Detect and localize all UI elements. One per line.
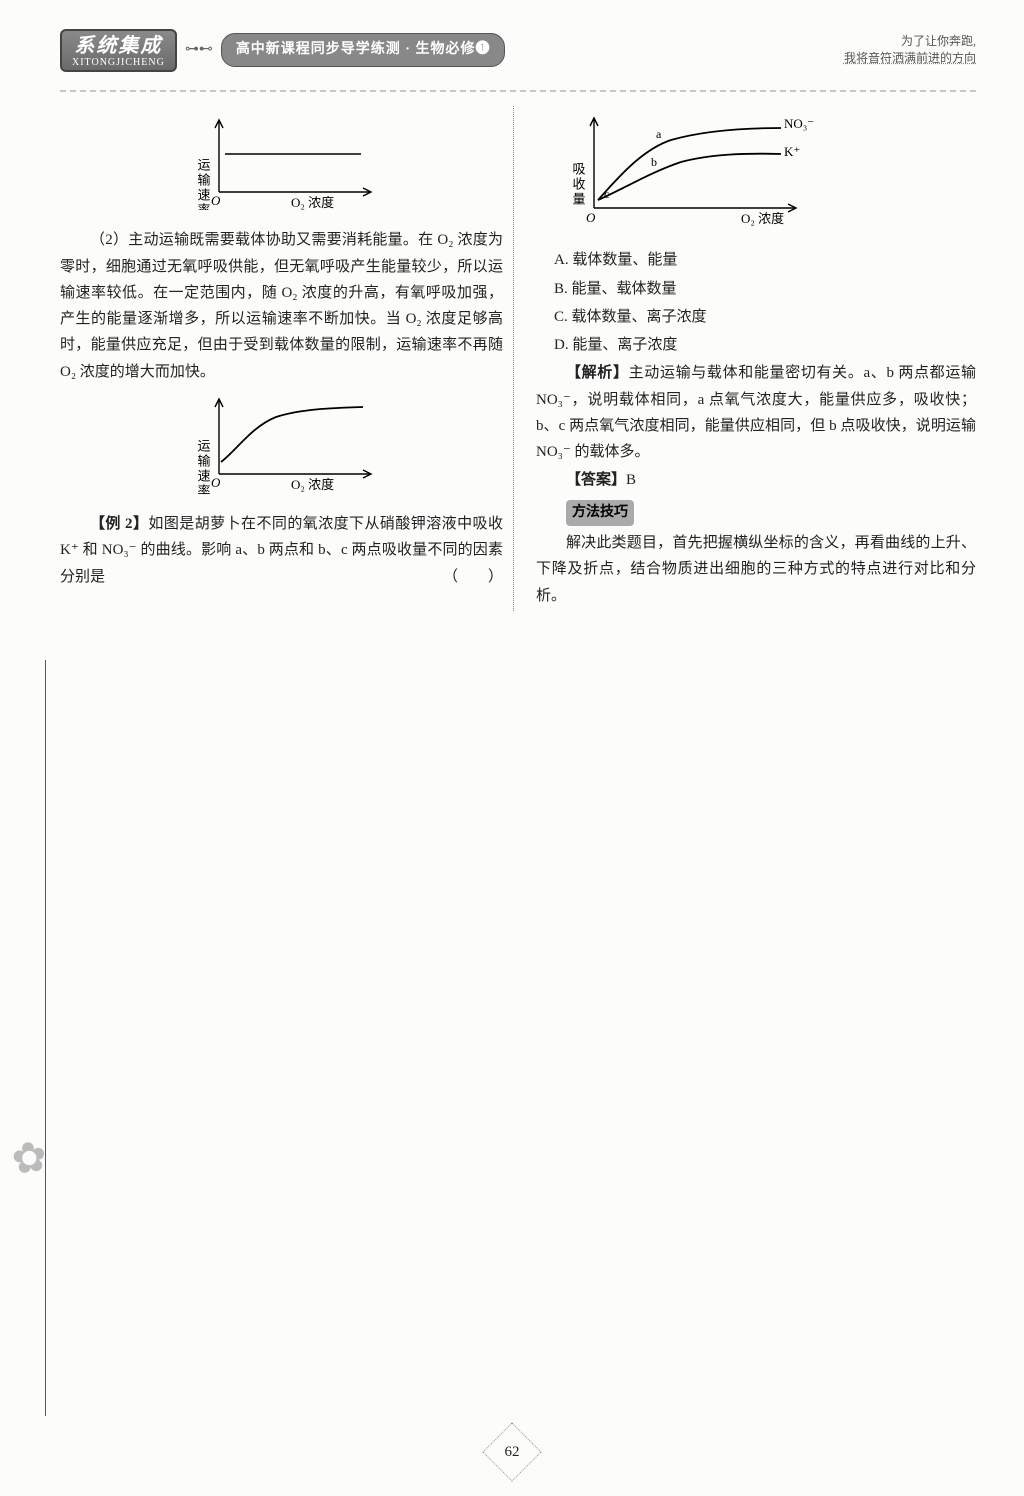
chart-2-svg: 运输速率 O O₂ 浓度 <box>181 389 381 494</box>
page-number: 62 <box>505 1439 520 1465</box>
chart3-xlabel: O₂ 浓度 <box>741 211 784 226</box>
left-paragraph-1: （2）主动运输既需要载体协助又需要消耗能量。在 O₂ 浓度为零时，细胞通过无氧呼… <box>60 227 503 385</box>
chart3-series-k: K⁺ <box>784 144 800 159</box>
chart3-origin: O <box>586 210 596 225</box>
option-b: B. 能量、载体数量 <box>554 276 976 302</box>
option-c-text: 载体数量、离子浓度 <box>572 309 707 325</box>
chart-1: 运输速率 O O₂ 浓度 <box>60 110 503 219</box>
content-columns: 运输速率 O O₂ 浓度 （2）主动运输既需要载体协助又需要消耗能量。在 O₂ … <box>60 106 976 611</box>
chart-3: a b c NO₃⁻ K⁺ 吸收量 O O₂ 浓度 <box>556 110 976 239</box>
logo-title: 系统集成 <box>72 35 165 57</box>
answer-label: 【答案】 <box>566 472 626 488</box>
chart-1-svg: 运输速率 O O₂ 浓度 <box>181 110 381 210</box>
answer-line: 【答案】B <box>536 467 976 493</box>
header-motto: 为了让你奔跑, 我将音符洒满前进的方向 <box>844 33 976 67</box>
option-c: C. 载体数量、离子浓度 <box>554 304 976 330</box>
answer-options: A. 载体数量、能量 B. 能量、载体数量 C. 载体数量、离子浓度 D. 能量… <box>536 247 976 358</box>
method-section: 方法技巧 <box>566 496 976 529</box>
chart3-point-b: b <box>651 155 657 169</box>
chart2-origin: O <box>211 475 221 490</box>
chart3-ylabel: 吸收量 <box>570 162 585 207</box>
chart1-xlabel: O₂ 浓度 <box>291 195 334 210</box>
column-right: a b c NO₃⁻ K⁺ 吸收量 O O₂ 浓度 A. 载体数量、能量 B. … <box>522 106 976 611</box>
logo-pinyin: XITONGJICHENG <box>72 57 165 68</box>
chart1-origin: O <box>211 193 221 208</box>
analysis-label: 【解析】 <box>566 365 629 381</box>
method-chip: 方法技巧 <box>566 500 634 527</box>
example-2-blank: （ ） <box>413 564 503 590</box>
page-root: 系统集成 XITONGJICHENG ⊶⊷ 高中新课程同步导学练测 · 生物必修… <box>0 0 1024 1496</box>
answer-value: B <box>626 472 636 488</box>
option-d: D. 能量、离子浓度 <box>554 332 976 358</box>
connector-icon: ⊶⊷ <box>185 38 213 63</box>
chart3-point-a: a <box>656 127 662 141</box>
example-2-label: 【例 2】 <box>90 516 148 532</box>
left-margin-rule <box>45 660 46 1416</box>
example-2: 【例 2】如图是胡萝卜在不同的氧浓度下从硝酸钾溶液中吸收 K⁺ 和 NO₃⁻ 的… <box>60 511 503 590</box>
chart1-ylabel: 运输速率 <box>196 158 211 210</box>
motto-line-2: 我将音符洒满前进的方向 <box>844 50 976 67</box>
method-text: 解决此类题目，首先把握横纵坐标的含义，再看曲线的上升、下降及折点，结合物质进出细… <box>536 530 976 609</box>
header-divider <box>60 90 976 92</box>
chart2-ylabel: 运输速率 <box>196 439 211 494</box>
chart-3-svg: a b c NO₃⁻ K⁺ 吸收量 O O₂ 浓度 <box>556 110 816 230</box>
option-d-text: 能量、离子浓度 <box>572 337 677 353</box>
option-a-text: 载体数量、能量 <box>572 252 677 268</box>
chart3-point-c: c <box>604 187 609 201</box>
chart3-series-no3: NO₃⁻ <box>784 116 814 131</box>
page-number-ornament: 62 <box>486 1426 538 1478</box>
page-header: 系统集成 XITONGJICHENG ⊶⊷ 高中新课程同步导学练测 · 生物必修… <box>60 28 976 72</box>
chart-2: 运输速率 O O₂ 浓度 <box>60 389 503 503</box>
motto-line-1: 为了让你奔跑, <box>844 33 976 50</box>
column-left: 运输速率 O O₂ 浓度 （2）主动运输既需要载体协助又需要消耗能量。在 O₂ … <box>60 106 514 611</box>
chart2-xlabel: O₂ 浓度 <box>291 477 334 492</box>
analysis-paragraph: 【解析】主动运输与载体和能量密切有关。a、b 两点都运输 NO₃⁻，说明载体相同… <box>536 360 976 465</box>
book-subtitle: 高中新课程同步导学练测 · 生物必修❶ <box>221 33 506 68</box>
logo-badge: 系统集成 XITONGJICHENG <box>60 29 177 72</box>
option-b-text: 能量、载体数量 <box>572 281 677 297</box>
option-a: A. 载体数量、能量 <box>554 247 976 273</box>
